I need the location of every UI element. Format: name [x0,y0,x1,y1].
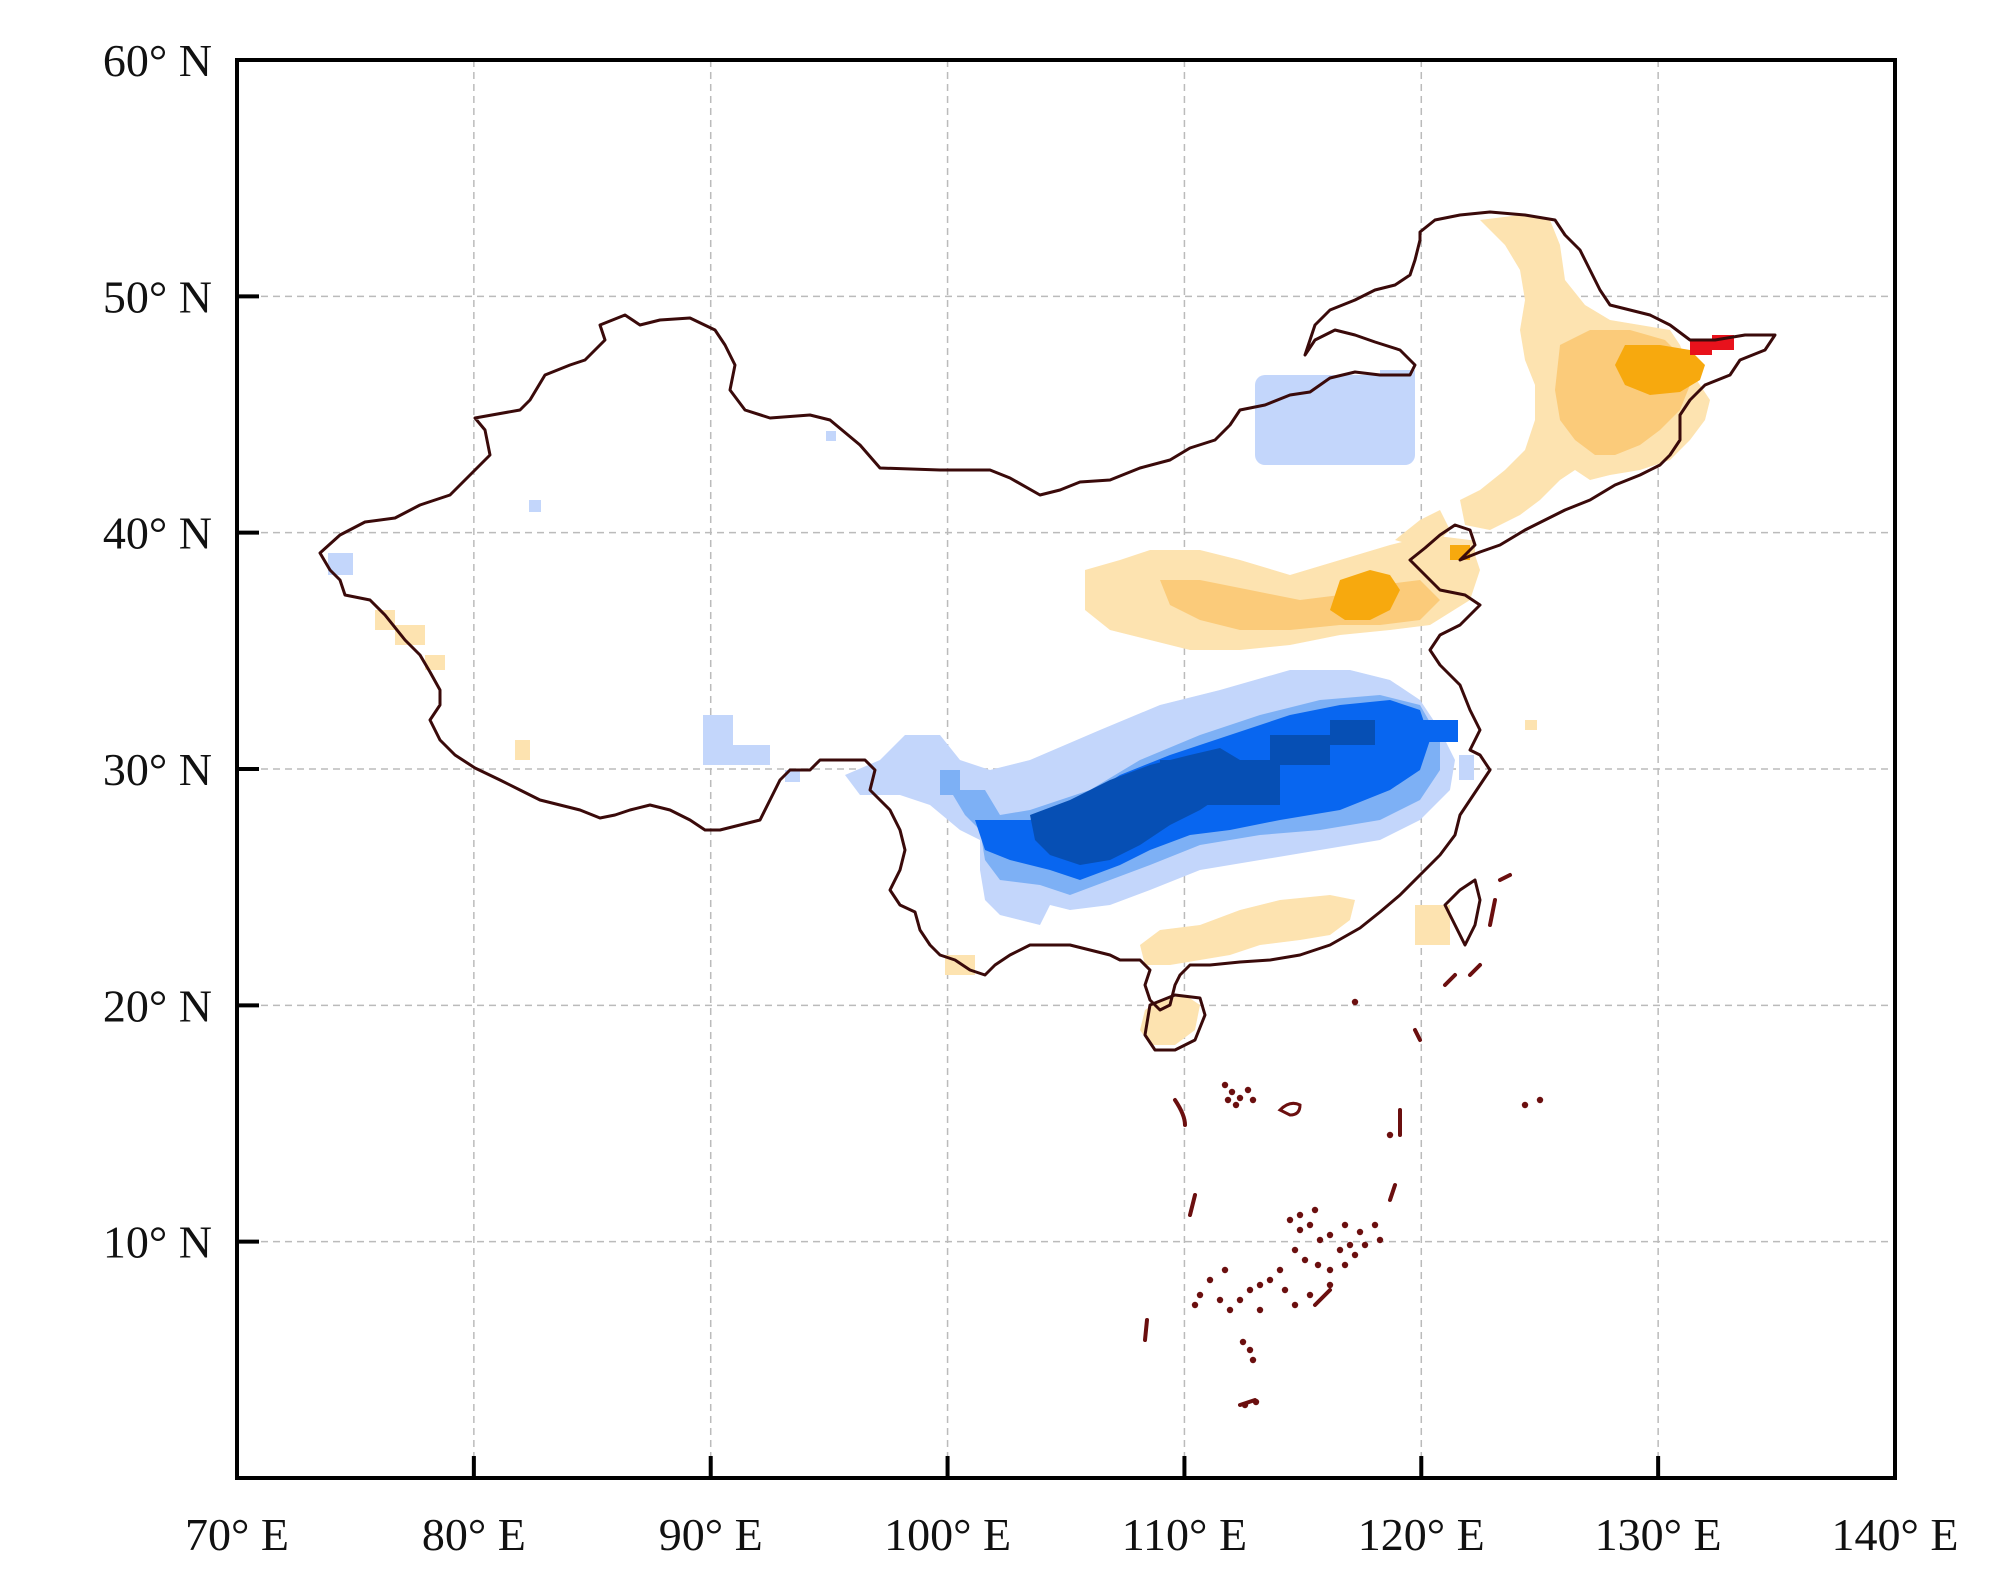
longitude-labels: 70° E 80° E 90° E 100° E 110° E 120° E 130° E 1… [185,1509,1959,1560]
island-dot [1316,1236,1324,1244]
island-dot [1311,1206,1319,1214]
mainland-outline [318,210,1777,1012]
island-dot [1291,1301,1299,1309]
island-dot [1346,1241,1354,1249]
island-dot [1252,1398,1260,1406]
x-tick-label: 80° E [422,1509,526,1560]
island-dot [1216,1296,1224,1304]
island-dot [1361,1241,1369,1249]
y-tick-label: 30° N [103,744,212,795]
island-dot [1291,1246,1299,1254]
y-tick-label: 50° N [103,271,212,322]
country-boundary [318,210,1777,1052]
island-dot [1341,1261,1349,1269]
island-dot [1336,1246,1344,1254]
island-dot [1249,1096,1257,1104]
island-dot [1356,1228,1364,1236]
south-china-sea-features [1143,873,1512,1407]
island-dot [1276,1266,1284,1274]
anomaly-field [328,215,1734,1045]
x-tick-label: 130° E [1595,1509,1722,1560]
y-tick-label: 10° N [103,1217,212,1268]
island-dot [1351,1251,1359,1259]
x-tick-label: 110° E [1122,1509,1247,1560]
island-dot [1536,1096,1544,1104]
island-dot [1296,1226,1304,1234]
island-dot [1371,1221,1379,1229]
island-dot [1239,1338,1247,1346]
y-tick-label: 40° N [103,508,212,559]
y-tick-label: 20° N [103,980,212,1031]
island-dot [1249,1356,1257,1364]
island-dot [1386,1131,1394,1139]
island-dot [1232,1101,1240,1109]
paracel-ring [1277,1101,1302,1117]
island-dot [1376,1236,1384,1244]
taiwan-outline [1443,878,1482,947]
island-dot [1256,1306,1264,1314]
island-dot [1266,1276,1274,1284]
axis-ticks [237,294,1661,1478]
island-dot [1306,1221,1314,1229]
island-dot [1221,1266,1229,1274]
island-dot [1246,1286,1254,1294]
x-tick-label: 140° E [1832,1509,1959,1560]
island-dot [1226,1306,1234,1314]
latitude-labels: 10° N 20° N 30° N 40° N 50° N 60° N [103,35,212,1268]
island-dot [1236,1094,1244,1102]
island-dot [1351,998,1359,1006]
island-dot [1314,1261,1322,1269]
island-dot [1306,1291,1314,1299]
negative-anomaly-darkest [1030,720,1375,865]
island-dot [1221,1081,1229,1089]
island-dot [1301,1256,1309,1264]
island-dot [1241,1401,1249,1409]
island-dot [1286,1216,1294,1224]
island-dots [1191,998,1544,1409]
island-dot [1206,1276,1214,1284]
island-dot [1326,1281,1334,1289]
island-dot [1224,1096,1232,1104]
island-dot [1244,1086,1252,1094]
island-dot [1246,1346,1254,1354]
x-tick-label: 100° E [884,1509,1011,1560]
island-dot [1191,1301,1199,1309]
x-tick-label: 70° E [185,1509,289,1560]
hainan-outline [1143,993,1207,1052]
island-dot [1296,1211,1304,1219]
x-tick-label: 90° E [659,1509,763,1560]
island-dot [1521,1101,1529,1109]
island-dot [1281,1286,1289,1294]
island-dot [1341,1221,1349,1229]
island-dot [1326,1231,1334,1239]
x-tick-label: 120° E [1358,1509,1485,1560]
y-tick-label: 60° N [103,35,212,86]
island-dot [1256,1281,1264,1289]
island-dot [1228,1088,1236,1096]
island-dot [1196,1291,1204,1299]
island-dot [1236,1296,1244,1304]
island-dot [1326,1266,1334,1274]
